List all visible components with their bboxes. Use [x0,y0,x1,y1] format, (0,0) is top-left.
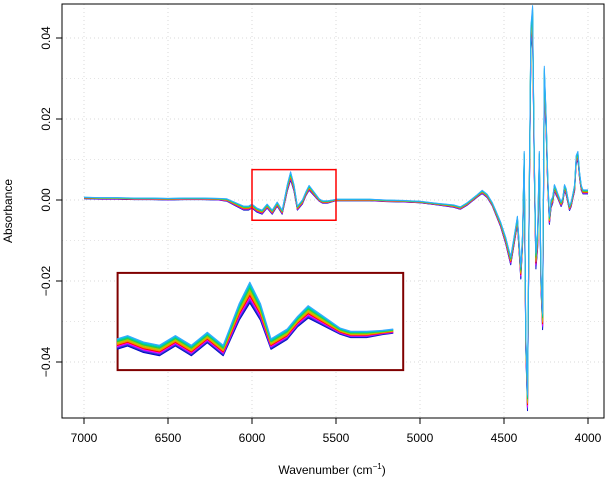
y-tick-label: −0.04 [39,346,53,377]
y-tick-label: 0.02 [39,107,53,131]
highlight-box [251,168,337,221]
plot-frame [61,3,605,419]
y-tick-label: 0.04 [39,26,53,50]
x-tick-label: 4000 [575,431,602,445]
annotations [116,168,405,372]
x-tick-label: 5500 [323,431,350,445]
y-axis: 0.04 0.02 0.00 −0.02 −0.04 [39,26,62,377]
x-tick-label: 4500 [491,431,518,445]
x-tick-label: 7000 [71,431,98,445]
x-tick-label: 5000 [407,431,434,445]
x-axis: 7000 6500 6000 5500 5000 4500 4000 [71,418,602,445]
x-axis-title: Wavenumber (cm−1) [278,462,385,477]
inset-spectra [116,281,394,357]
spectrum-line [83,5,588,395]
x-tick-label: 6000 [239,431,266,445]
y-tick-label: −0.02 [39,265,53,296]
y-tick-label: 0.00 [39,188,53,212]
x-tick-label: 6500 [155,431,182,445]
x-axis-title-superscript: −1 [373,462,383,471]
spectra-lines [83,5,588,412]
y-axis-title: Absorbance [1,179,15,243]
inset-spectrum-line [116,281,394,346]
